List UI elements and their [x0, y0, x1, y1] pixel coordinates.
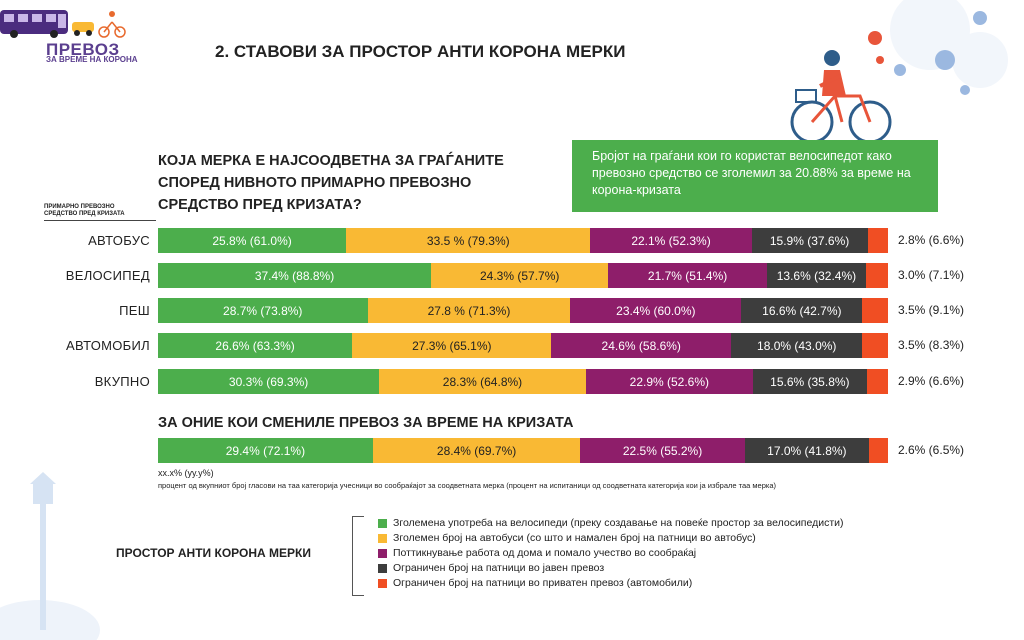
info-box: Бројот на граѓани кои го користат велоси…: [572, 140, 938, 212]
legend-swatch: [378, 518, 387, 528]
bus-bike-illustration: [0, 10, 126, 38]
category-0-bar: 25.8% (61.0%) 33.5 % (79.3%) 22.1% (52.3%)…: [158, 228, 888, 253]
bar-segment-green: 25.8% (61.0%): [158, 228, 347, 253]
legend-label: Ограничен број на патници во приватен пр…: [393, 577, 693, 589]
bar-segment-yellow: 27.3% (65.1%): [352, 333, 552, 358]
bar-segment-green: 28.7% (73.8%): [158, 298, 368, 323]
primary-note-line-1: ПРИМАРНО ПРЕВОЗНО: [44, 204, 115, 210]
question-line-3: СРЕДСТВО ПРЕД КРИЗАТА?: [158, 197, 362, 213]
category-1-bar: 37.4% (88.8%) 24.3% (57.7%) 21.7% (51.4%) 1…: [158, 263, 888, 288]
bar-segment-yellow: 24.3% (57.7%): [431, 263, 609, 288]
legend-label: Зголемен број на автобуси (со што и нама…: [393, 532, 756, 544]
category-3-bar: 26.6% (63.3%) 27.3% (65.1%) 24.6% (58.6%) 1…: [158, 333, 888, 358]
virus-red-icon: [868, 31, 884, 64]
legend-label: Зголемена употреба на велосипеди (преку …: [393, 517, 844, 529]
bar-segment-dark: 18.0% (43.0%): [731, 333, 863, 358]
changed-transport-title: ЗА ОНИЕ КОИ СМЕНИЛЕ ПРЕВОЗ ЗА ВРЕМЕ НА К…: [158, 415, 574, 431]
category-label: АВТОБУС: [88, 233, 150, 248]
bar-segment-red: [866, 263, 888, 288]
bar-segment-dark: 16.6% (42.7%): [741, 298, 863, 323]
bar-segment-red-label: 2.9% (6.6%): [898, 374, 965, 388]
logo-subtitle: ЗА ВРЕМЕ НА КОРОНА: [46, 55, 138, 64]
bar-segment-red: [862, 333, 888, 358]
bar-segment-green: 30.3% (69.3%): [158, 369, 380, 394]
primary-note-divider: [44, 220, 156, 221]
bar-segment-purple: 22.1% (52.3%): [590, 228, 752, 253]
legend-swatch: [378, 563, 387, 573]
question-line-1: КОЈА МЕРКА Е НАЈСООДВЕТНА ЗА ГРАЃАНИТЕ: [158, 153, 504, 169]
legend-bracket: [352, 516, 364, 596]
bar-segment-purple: 22.5% (55.2%): [580, 438, 745, 463]
bar-segment-dark: 17.0% (41.8%): [744, 438, 869, 463]
question-line-2: СПОРЕД НИВНОТО ПРИМАРНО ПРЕВОЗНО: [158, 175, 472, 191]
primary-note-line-2: СРЕДСТВО ПРЕД КРИЗАТА: [44, 211, 125, 217]
bar-segment-red: [867, 228, 888, 253]
changed-transport-bar: 29.4% (72.1%) 28.4% (69.7%) 22.5% (55.2%) 1…: [158, 438, 888, 463]
page-title: 2. СТАВОВИ ЗА ПРОСТОР АНТИ КОРОНА МЕРКИ: [215, 42, 626, 61]
street-lamp-illustration: [0, 472, 100, 640]
bar-segment-red-label: 2.6% (6.5%): [898, 443, 965, 457]
bar-segment-red-label: 2.8% (6.6%): [898, 233, 965, 247]
bar-segment-green: 37.4% (88.8%): [158, 263, 432, 288]
category-label: ВЕЛОСИПЕД: [65, 268, 150, 283]
question-text: КОЈА МЕРКА Е НАЈСООДВЕТНА ЗА ГРАЃАНИТЕ С…: [158, 150, 578, 216]
bar-segment-yellow: 33.5 % (79.3%): [346, 228, 591, 253]
bar-segment-purple: 22.9% (52.6%): [585, 369, 753, 394]
bar-segment-red: [866, 369, 888, 394]
legend-item: Зголемена употреба на велосипеди (преку …: [378, 516, 844, 530]
logo: [0, 0, 140, 66]
bar-segment-red-label: 3.0% (7.1%): [898, 268, 965, 282]
bar-segment-dark: 15.6% (35.8%): [752, 369, 867, 394]
legend-item: Ограничен број на патници во јавен прево…: [378, 561, 604, 575]
legend-item: Поттикнување работа од дома и помало уче…: [378, 546, 696, 560]
virus-icon: [894, 11, 987, 95]
category-4-bar: 30.3% (69.3%) 28.3% (64.8%) 22.9% (52.6%) 1…: [158, 369, 888, 394]
category-label: АВТОМОБИЛ: [66, 338, 150, 353]
cyclist-virus-illustration: [790, 0, 1008, 144]
bar-segment-yellow: 28.4% (69.7%): [372, 438, 581, 463]
bar-segment-green: 29.4% (72.1%): [158, 438, 373, 463]
legend-item: Зголемен број на автобуси (со што и нама…: [378, 531, 756, 545]
legend-swatch: [378, 578, 387, 588]
primary-transport-note: ПРИМАРНО ПРЕВОЗНО СРЕДСТВО ПРЕД КРИЗАТА: [44, 204, 154, 218]
bar-segment-dark: 13.6% (32.4%): [766, 263, 867, 288]
bar-segment-yellow: 28.3% (64.8%): [379, 369, 586, 394]
legend-title: ПРОСТОР АНТИ КОРОНА МЕРКИ: [116, 546, 311, 560]
format-note-explanation: процент од вкупниот број гласови на таа …: [158, 481, 777, 490]
category-label: ПЕШ: [119, 303, 150, 318]
bar-segment-red: [868, 438, 888, 463]
format-note: хх.х% (уу.у%): [158, 468, 214, 478]
category-label: ВКУПНО: [94, 374, 150, 389]
bar-segment-red: [862, 298, 888, 323]
bar-segment-green: 26.6% (63.3%): [158, 333, 353, 358]
legend-label: Ограничен број на патници во јавен прево…: [393, 562, 605, 574]
legend-swatch: [378, 533, 387, 543]
bar-segment-red-label: 3.5% (8.3%): [898, 338, 965, 352]
bar-segment-dark: 15.9% (37.6%): [751, 228, 868, 253]
category-2-bar: 28.7% (73.8%) 27.8 % (71.3%) 23.4% (60.0%)…: [158, 298, 888, 323]
bar-segment-purple: 23.4% (60.0%): [570, 298, 742, 323]
legend-label: Поттикнување работа од дома и помало уче…: [393, 547, 697, 559]
legend-item: Ограничен број на патници во приватен пр…: [378, 576, 692, 590]
logo-title: ПРЕВОЗ: [46, 40, 120, 59]
bar-segment-purple: 21.7% (51.4%): [608, 263, 767, 288]
legend-swatch: [378, 548, 387, 558]
bar-segment-purple: 24.6% (58.6%): [551, 333, 732, 358]
bar-segment-yellow: 27.8 % (71.3%): [367, 298, 571, 323]
bar-segment-red-label: 3.5% (9.1%): [898, 303, 965, 317]
